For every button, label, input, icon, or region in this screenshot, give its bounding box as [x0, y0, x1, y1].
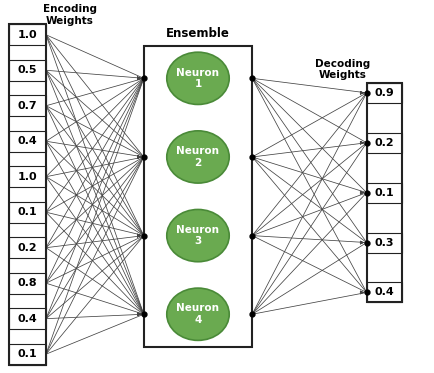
Text: 0.1: 0.1 — [18, 349, 37, 359]
Text: 0.4: 0.4 — [18, 314, 37, 324]
Circle shape — [166, 210, 229, 262]
Text: 0.4: 0.4 — [18, 136, 37, 146]
Bar — [366, 183, 401, 203]
Bar — [9, 344, 46, 365]
Bar — [9, 166, 46, 187]
Text: 0.4: 0.4 — [374, 288, 393, 297]
Bar — [366, 83, 401, 303]
Circle shape — [166, 131, 229, 183]
Text: 1.0: 1.0 — [18, 30, 37, 40]
Circle shape — [166, 288, 229, 341]
Bar — [9, 237, 46, 258]
Text: 0.9: 0.9 — [374, 88, 393, 98]
Text: 0.2: 0.2 — [18, 243, 37, 253]
Text: 0.3: 0.3 — [374, 238, 393, 248]
Bar — [366, 133, 401, 153]
Text: Ensemble: Ensemble — [166, 27, 230, 40]
Text: 0.2: 0.2 — [374, 138, 393, 148]
Text: 0.1: 0.1 — [374, 188, 393, 198]
Bar — [9, 202, 46, 223]
Bar — [9, 273, 46, 294]
Text: Neuron
2: Neuron 2 — [176, 146, 219, 168]
Text: Encoding
Weights: Encoding Weights — [43, 4, 97, 26]
Bar — [9, 95, 46, 116]
Bar — [366, 233, 401, 253]
Text: Decoding
Weights: Decoding Weights — [315, 59, 370, 80]
Bar — [144, 46, 252, 347]
Bar — [366, 83, 401, 103]
Bar — [366, 282, 401, 303]
Text: 0.1: 0.1 — [18, 207, 37, 217]
Bar — [9, 24, 46, 45]
Text: Neuron
1: Neuron 1 — [176, 68, 219, 89]
Text: 0.7: 0.7 — [18, 101, 37, 111]
Text: 1.0: 1.0 — [18, 172, 37, 182]
Circle shape — [166, 52, 229, 104]
Bar — [9, 308, 46, 329]
Bar — [9, 131, 46, 152]
Text: 0.8: 0.8 — [18, 278, 37, 288]
Text: 0.5: 0.5 — [18, 65, 37, 75]
Text: Neuron
3: Neuron 3 — [176, 225, 219, 247]
Text: Neuron
4: Neuron 4 — [176, 304, 219, 325]
Bar — [9, 24, 46, 365]
Bar — [9, 60, 46, 81]
